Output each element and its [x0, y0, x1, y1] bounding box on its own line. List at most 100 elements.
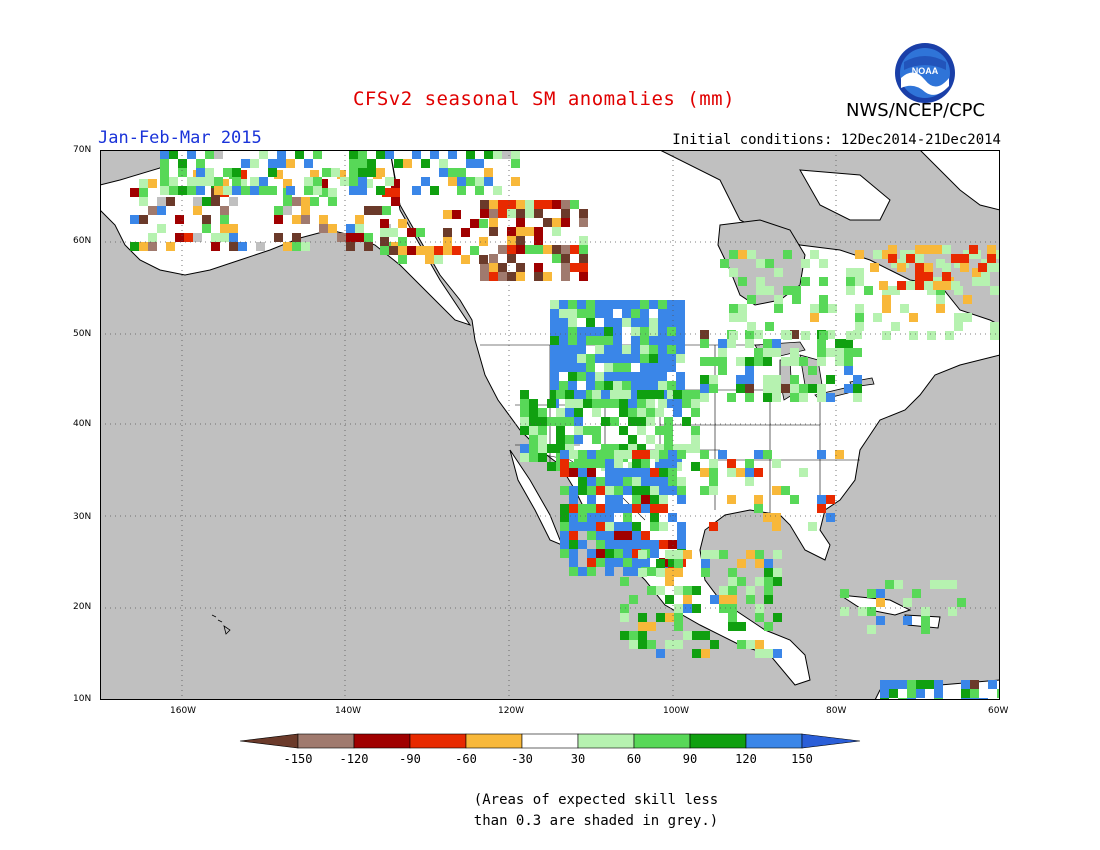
anomaly-cell — [157, 206, 166, 215]
anomaly-cell — [632, 459, 641, 468]
anomaly-cell — [927, 331, 936, 340]
anomaly-cell — [595, 345, 604, 354]
anomaly-cell — [855, 322, 864, 331]
anomaly-cell — [772, 513, 781, 522]
anomaly-cell — [755, 604, 764, 613]
lon-label-100w: 100W — [663, 706, 690, 716]
anomaly-cell — [631, 381, 640, 390]
anomaly-cell — [773, 649, 782, 658]
anomaly-cell — [538, 417, 547, 426]
anomaly-cell — [781, 384, 790, 393]
anomaly-cell — [891, 322, 900, 331]
anomaly-cell — [853, 375, 862, 384]
anomaly-cell — [569, 522, 578, 531]
anomaly-cell — [301, 206, 310, 215]
anomaly-cell — [676, 318, 685, 327]
anomaly-cell — [421, 159, 430, 168]
anomaly-cell — [844, 357, 853, 366]
anomaly-cell — [550, 318, 559, 327]
anomaly-cell — [556, 417, 565, 426]
anomaly-cell — [579, 263, 588, 272]
anomaly-cell — [936, 259, 945, 268]
anomaly-cell — [331, 168, 340, 177]
anomaly-cell — [301, 242, 310, 251]
anomaly-cell — [175, 233, 184, 242]
anomaly-cell — [763, 450, 772, 459]
anomaly-cell — [640, 327, 649, 336]
anomaly-cell — [817, 450, 826, 459]
anomaly-cell — [547, 399, 556, 408]
anomaly-cell — [434, 246, 443, 255]
anomaly-cell — [647, 622, 656, 631]
anomaly-cell — [577, 372, 586, 381]
anomaly-cell — [754, 468, 763, 477]
anomaly-cell — [259, 186, 268, 195]
anomaly-cell — [614, 486, 623, 495]
anomaly-cell — [755, 577, 764, 586]
anomaly-cell — [655, 444, 664, 453]
anomaly-cell — [304, 177, 313, 186]
anomaly-cell — [556, 426, 565, 435]
anomaly-cell — [439, 159, 448, 168]
anomaly-cell — [574, 390, 583, 399]
anomaly-cell — [568, 300, 577, 309]
anomaly-cell — [665, 577, 674, 586]
anomaly-cell — [529, 399, 538, 408]
anomaly-cell — [783, 331, 792, 340]
anomaly-cell — [403, 159, 412, 168]
anomaly-cell — [792, 295, 801, 304]
anomaly-cell — [844, 366, 853, 375]
anomaly-cell — [990, 331, 999, 340]
anomaly-cell — [568, 336, 577, 345]
anomaly-cell — [781, 486, 790, 495]
anomaly-cell — [718, 348, 727, 357]
anomaly-cell — [641, 495, 650, 504]
anomaly-cell — [658, 372, 667, 381]
anomaly-cell — [921, 625, 930, 634]
anomaly-cell — [211, 242, 220, 251]
anomaly-cell — [202, 215, 211, 224]
anomaly-cell — [745, 339, 754, 348]
anomaly-cell — [668, 450, 677, 459]
anomaly-cell — [819, 331, 828, 340]
anomaly-cell — [498, 263, 507, 272]
anomaly-cell — [790, 393, 799, 402]
anomaly-cell — [376, 150, 385, 159]
anomaly-cell — [658, 363, 667, 372]
anomaly-cell — [765, 286, 774, 295]
anomaly-cell — [701, 631, 710, 640]
anomaly-cell — [623, 468, 632, 477]
anomaly-cell — [277, 159, 286, 168]
anomaly-cell — [667, 336, 676, 345]
anomaly-cell — [605, 504, 614, 513]
anomaly-cell — [819, 277, 828, 286]
anomaly-cell — [828, 304, 837, 313]
anomaly-cell — [601, 444, 610, 453]
anomaly-cell — [745, 366, 754, 375]
colorbar-box — [465, 733, 523, 749]
anomaly-cell — [650, 513, 659, 522]
anomaly-cell — [534, 245, 543, 254]
anomaly-cell — [525, 245, 534, 254]
anomaly-cell — [516, 227, 525, 236]
anomaly-cell — [556, 390, 565, 399]
anomaly-cell — [286, 186, 295, 195]
anomaly-cell — [493, 150, 502, 159]
anomaly-cell — [484, 168, 493, 177]
anomaly-cell — [560, 486, 569, 495]
anomaly-cell — [897, 263, 906, 272]
anomaly-cell — [389, 228, 398, 237]
anomaly-cell — [561, 254, 570, 263]
anomaly-cell — [674, 640, 683, 649]
anomaly-cell — [987, 245, 996, 254]
anomaly-cell — [202, 197, 211, 206]
anomaly-cell — [529, 444, 538, 453]
anomaly-cell — [196, 168, 205, 177]
anomaly-cell — [623, 531, 632, 540]
anomaly-cell — [622, 300, 631, 309]
anomaly-cell — [604, 336, 613, 345]
anomaly-cell — [736, 384, 745, 393]
anomaly-cell — [382, 188, 391, 197]
anomaly-cell — [452, 246, 461, 255]
anomaly-cell — [876, 616, 885, 625]
